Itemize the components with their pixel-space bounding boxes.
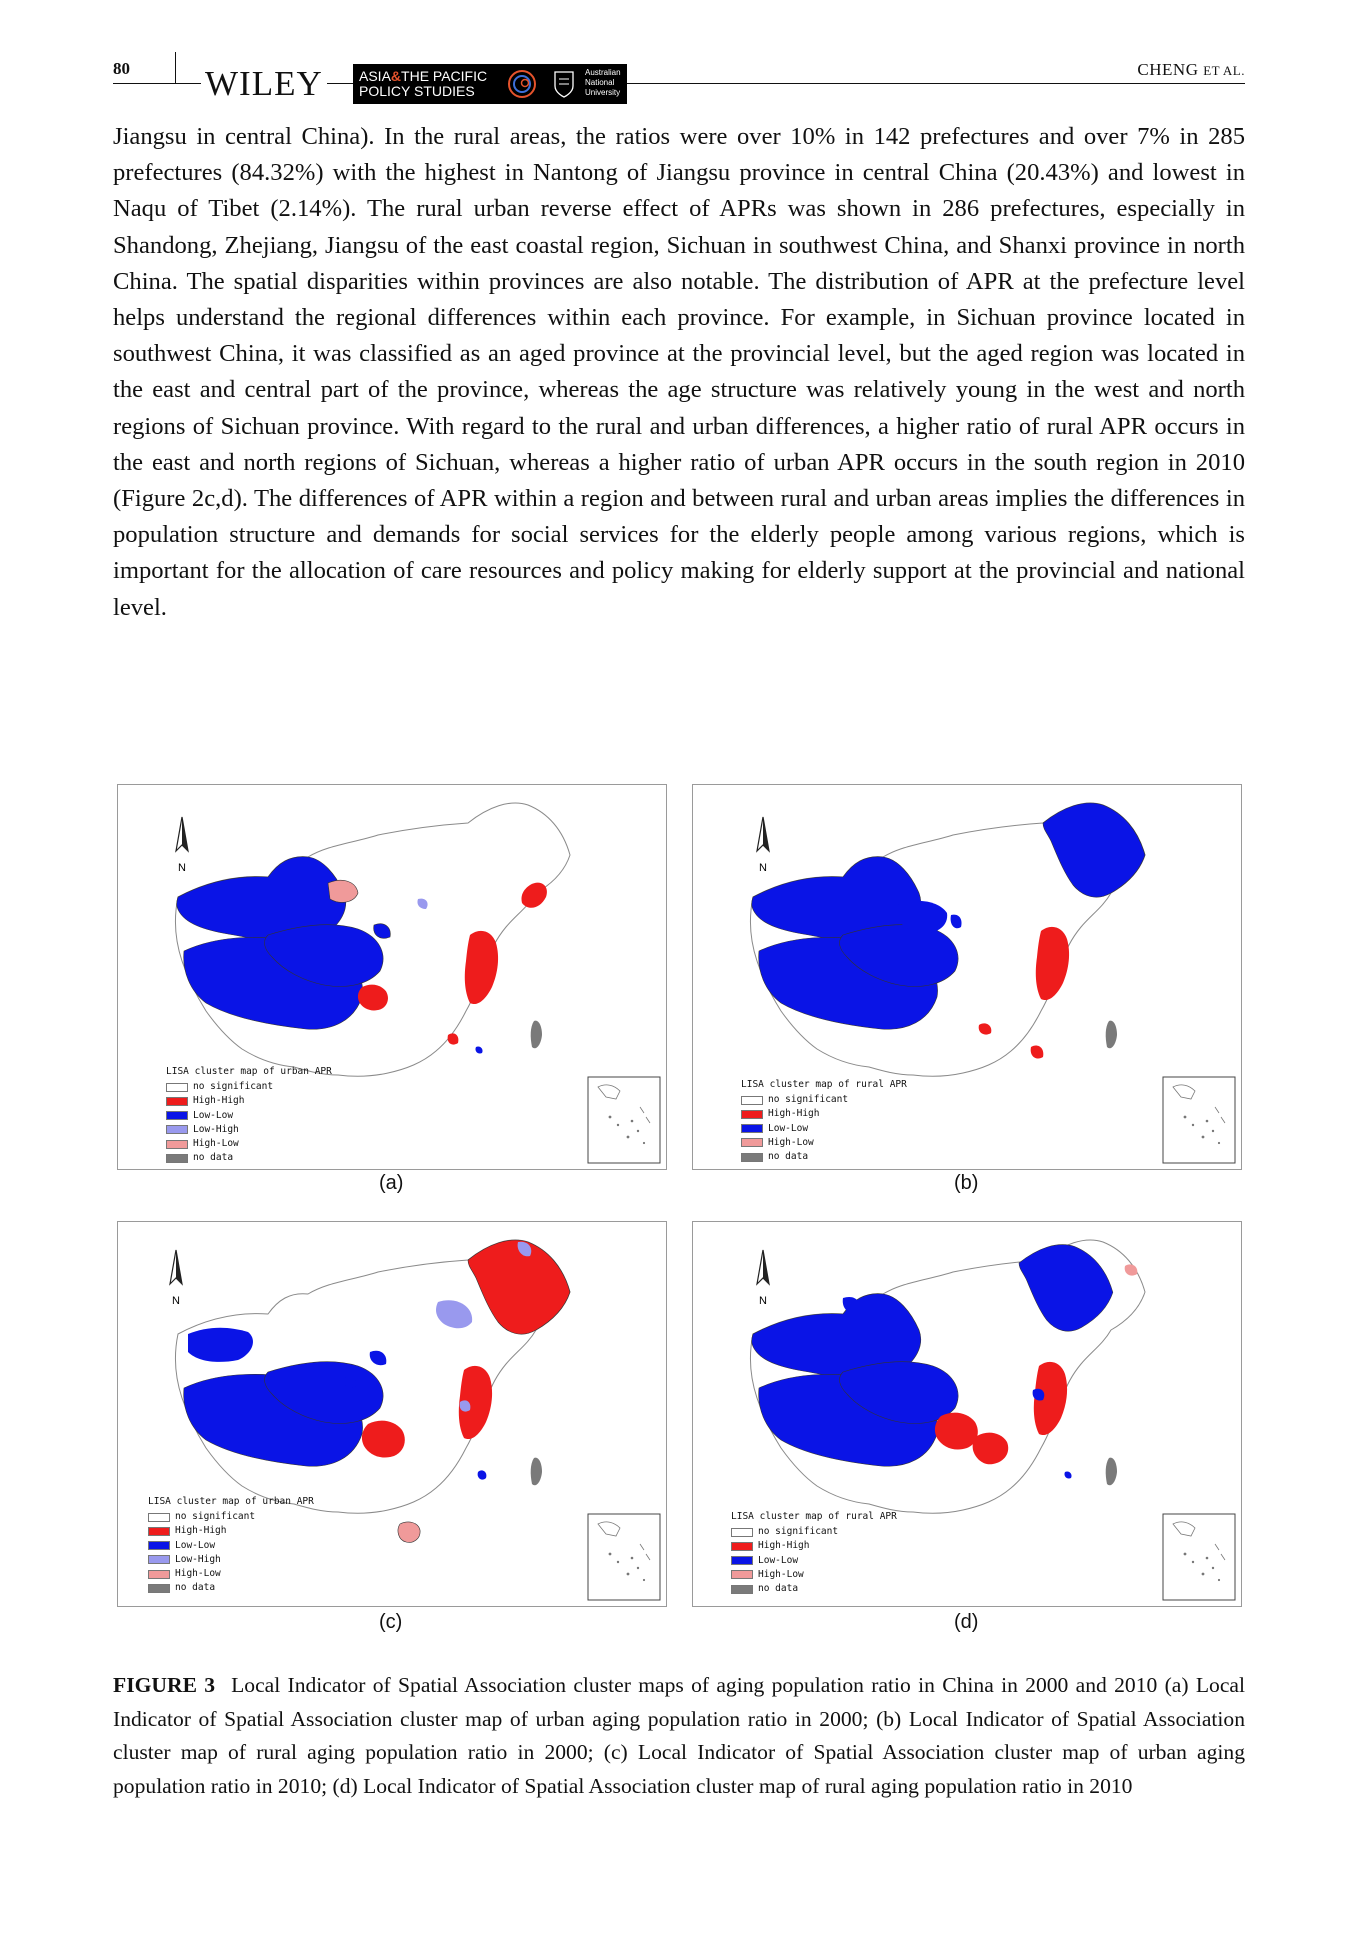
legend-swatch-low-low [731, 1556, 753, 1566]
legend-swatch-high-high [148, 1527, 170, 1536]
legend-item: High-High [741, 1107, 907, 1121]
legend-item: High-Low [166, 1137, 332, 1151]
legend-item: High-High [148, 1524, 314, 1538]
legend-item: High-Low [148, 1567, 314, 1581]
legend-a: LISA cluster map of urban APR no signifi… [166, 1065, 332, 1165]
legend-swatch-no-data [741, 1152, 763, 1162]
legend-swatch-low-low [166, 1111, 188, 1121]
svg-text:N: N [759, 1295, 767, 1307]
legend-item: no data [731, 1582, 897, 1596]
legend-item: Low-Low [731, 1554, 897, 1568]
china-lisa-map-b: N [749, 802, 1236, 1164]
legend-swatch-high-high [166, 1097, 188, 1106]
legend-item: no data [741, 1150, 907, 1164]
legend-c: LISA cluster map of urban APR no signifi… [148, 1495, 314, 1595]
legend-swatch-low-high [148, 1555, 170, 1565]
journal-swirl-icon [508, 70, 536, 98]
legend-swatch-high-high [741, 1110, 763, 1119]
legend-title: LISA cluster map of rural APR [741, 1079, 907, 1090]
legend-item: High-Low [741, 1136, 907, 1150]
legend-title: LISA cluster map of urban APR [148, 1496, 314, 1507]
legend-swatch-no-data [166, 1153, 188, 1163]
legend-b: LISA cluster map of rural APR no signifi… [741, 1078, 907, 1164]
university-crest-icon [554, 71, 574, 98]
body-paragraph: Jiangsu in central China). In the rural … [113, 123, 1245, 621]
legend-item: High-High [166, 1094, 332, 1108]
running-head: CHENG ET AL. [1137, 60, 1245, 79]
legend-swatch-no-significant [741, 1095, 763, 1105]
legend-item: Low-Low [741, 1122, 907, 1136]
figure-caption: FIGURE 3 Local Indicator of Spatial Assoc… [113, 1669, 1245, 1804]
legend-swatch-no-data [148, 1583, 170, 1593]
legend-item: no data [148, 1581, 314, 1595]
publisher-logo: WILEY [201, 66, 327, 102]
legend-swatch-no-significant [166, 1082, 188, 1092]
legend-item: Low-High [166, 1123, 332, 1137]
china-lisa-map-d: N [749, 1239, 1236, 1601]
legend-item: High-High [731, 1539, 897, 1553]
legend-item: Low-High [148, 1553, 314, 1567]
legend-d: LISA cluster map of rural APR no signifi… [731, 1510, 897, 1596]
header-rule [113, 83, 1245, 84]
legend-item: Low-Low [148, 1539, 314, 1553]
page-number: 80 [113, 59, 130, 78]
journal-title-line2: POLICY STUDIES [359, 83, 475, 99]
legend-swatch-no-significant [148, 1512, 170, 1522]
legend-item: no significant [166, 1080, 332, 1094]
legend-item: no significant [148, 1510, 314, 1524]
legend-swatch-high-low [166, 1139, 188, 1149]
china-lisa-map-a: N [174, 802, 661, 1164]
page-header: 80 WILEY ASIA&THE PACIFIC POLICY STUDIES… [113, 52, 1245, 108]
map-panel-c: N LISA cluster map of urban APR no signi… [117, 1221, 667, 1607]
institution-name: Australian National University [585, 68, 621, 97]
map-panel-d: N LISA cluster map of rural APR no signi… [692, 1221, 1242, 1607]
legend-item: High-Low [731, 1568, 897, 1582]
panel-label-c: (c) [379, 1611, 403, 1633]
legend-swatch-high-low [741, 1138, 763, 1148]
legend-title: LISA cluster map of urban APR [166, 1066, 332, 1077]
legend-item: no significant [741, 1093, 907, 1107]
legend-swatch-low-low [148, 1541, 170, 1551]
svg-text:N: N [172, 1295, 180, 1307]
legend-swatch-low-low [741, 1124, 763, 1134]
china-lisa-map-c: N [169, 1239, 661, 1601]
map-panel-b: N LISA cluster map of rural APR no signi… [692, 784, 1242, 1170]
journal-banner: ASIA&THE PACIFIC POLICY STUDIES Australi… [353, 64, 627, 104]
legend-swatch-high-low [731, 1570, 753, 1580]
svg-text:N: N [759, 862, 767, 874]
map-panel-a: N LISA cluster map of urban APR no signi… [117, 784, 667, 1170]
legend-title: LISA cluster map of rural APR [731, 1511, 897, 1522]
header-divider [175, 52, 176, 84]
legend-item: Low-Low [166, 1109, 332, 1123]
legend-swatch-low-high [166, 1125, 188, 1135]
legend-item: no data [166, 1151, 332, 1165]
legend-swatch-high-high [731, 1542, 753, 1551]
svg-text:N: N [178, 862, 186, 874]
legend-item: no significant [731, 1525, 897, 1539]
panel-label-a: (a) [379, 1172, 404, 1194]
panel-label-b: (b) [954, 1172, 979, 1194]
figure-label: FIGURE 3 [113, 1673, 216, 1697]
panel-label-d: (d) [954, 1611, 979, 1633]
legend-swatch-high-low [148, 1569, 170, 1579]
legend-swatch-no-data [731, 1584, 753, 1594]
legend-swatch-no-significant [731, 1527, 753, 1537]
caption-text: Local Indicator of Spatial Association c… [113, 1673, 1245, 1799]
journal-title-line1: ASIA&THE PACIFIC [359, 68, 488, 84]
